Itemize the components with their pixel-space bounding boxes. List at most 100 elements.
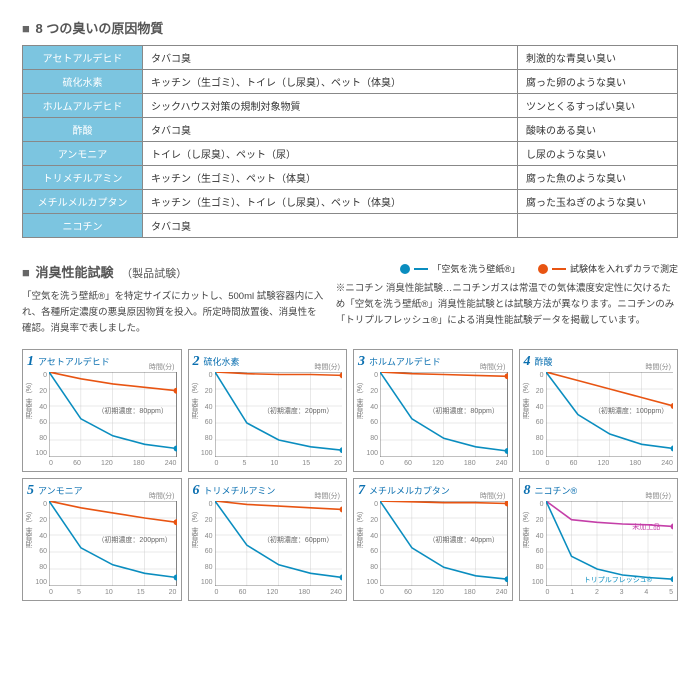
odor-smell: 腐った玉ねぎのような臭い <box>518 190 678 214</box>
section1-title-text: 8 つの臭いの原因物質 <box>35 21 163 36</box>
odor-source: トイレ（し尿臭）、ペット（尿） <box>143 142 518 166</box>
charts-grid: 1アセトアルデヒド消臭率（%）時間(分)020406080100（初期濃度：80… <box>22 349 678 601</box>
chart-annotation: トリプルフレッシュ® <box>584 575 652 585</box>
y-ticks: 020406080100 <box>366 501 378 586</box>
odor-name: アセトアルデヒド <box>23 46 143 70</box>
y-axis: 消臭率（%） <box>522 501 532 596</box>
y-ticks: 020406080100 <box>366 372 378 457</box>
y-axis-label: 消臭率（%） <box>191 378 201 419</box>
legend-red-label: 試験体を入れずカラで測定 <box>570 262 678 275</box>
table-row: アセトアルデヒドタバコ臭刺激的な青臭い臭い <box>23 46 678 70</box>
chart-2: 2硫化水素消臭率（%）時間(分)020406080100（初期濃度：20ppm）… <box>188 349 348 472</box>
chart-5: 5 アンモニア消臭率（%） 時間(分)020406080100（初期濃度：200pp… <box>22 478 182 601</box>
y-ticks: 020406080100 <box>532 372 544 457</box>
chart-number: 8 <box>524 483 531 499</box>
chart-name: 硫化水素 <box>204 355 240 368</box>
odor-smell: 刺激的な青臭い臭い <box>518 46 678 70</box>
initial-concentration: （初期濃度：40ppm） <box>428 535 498 545</box>
square-bullet-icon: ■ <box>22 265 30 280</box>
table-row: ニコチンタバコ臭 <box>23 214 678 238</box>
chart-number: 1 <box>27 354 34 370</box>
legend-blue-line-icon <box>414 268 428 270</box>
square-bullet-icon: ■ <box>22 21 30 36</box>
y-axis-label: 消臭率（%） <box>25 507 35 548</box>
odor-name: 酢酸 <box>23 118 143 142</box>
chart-name: ホルムアルデヒド <box>369 355 441 368</box>
x-ticks: 05101520 <box>215 460 343 467</box>
plot-area: 時間(分)020406080100未加工品トリプルフレッシュ®012345 <box>546 501 674 586</box>
legend-blue: 「空気を洗う壁紙®」 <box>400 262 520 275</box>
x-axis-label: 時間(分) <box>149 362 175 372</box>
chart-number: 6 <box>193 483 200 499</box>
y-axis: 消臭率（%） <box>356 501 366 596</box>
chart-3: 3ホルムアルデヒド消臭率（%）時間(分)020406080100（初期濃度：80… <box>353 349 513 472</box>
initial-concentration: （初期濃度：20ppm） <box>263 406 333 416</box>
legend-blue-label: 「空気を洗う壁紙®」 <box>432 262 520 275</box>
y-axis-label: 消臭率（%） <box>522 507 532 548</box>
plot-area: 時間(分)020406080100（初期濃度：80ppm）06012018024… <box>380 372 508 457</box>
chart-6: 6トリメチルアミン消臭率（%）時間(分)020406080100（初期濃度：60… <box>188 478 348 601</box>
x-axis-label: 時間(分) <box>480 491 506 501</box>
y-axis-label: 消臭率（%） <box>191 507 201 548</box>
initial-concentration: （初期濃度：80ppm） <box>97 406 167 416</box>
chart-8: 8ニコチン®消臭率（%）時間(分)020406080100未加工品トリプルフレッ… <box>519 478 679 601</box>
section2-subtitle: （製品試験） <box>121 268 187 280</box>
odor-smell: 酸味のある臭い <box>518 118 678 142</box>
initial-concentration: （初期濃度：80ppm） <box>428 406 498 416</box>
x-axis-label: 時間(分) <box>645 362 671 372</box>
plot-area: 時間(分)020406080100（初期濃度：200ppm）05101520 <box>49 501 177 586</box>
plot-area: 時間(分)020406080100（初期濃度：40ppm）06012018024… <box>380 501 508 586</box>
chart-number: 5 <box>27 483 34 499</box>
odor-name: ホルムアルデヒド <box>23 94 143 118</box>
x-axis-label: 時間(分) <box>314 491 340 501</box>
legend-blue-dot-icon <box>400 264 410 274</box>
x-axis-label: 時間(分) <box>645 491 671 501</box>
y-ticks: 020406080100 <box>35 372 47 457</box>
chart-name: メチルメルカプタン <box>369 484 450 497</box>
x-axis-label: 時間(分) <box>314 362 340 372</box>
chart-name: アセトアルデヒド <box>38 355 110 368</box>
chart-7: 7メチルメルカプタン消臭率（%）時間(分)020406080100（初期濃度：4… <box>353 478 513 601</box>
plot-area: 時間(分)020406080100（初期濃度：80ppm）06012018024… <box>49 372 177 457</box>
y-axis: 消臭率（%） <box>25 372 35 467</box>
x-ticks: 060120180240 <box>546 460 674 467</box>
chart-4: 4酢酸消臭率（%）時間(分)020406080100（初期濃度：100ppm）0… <box>519 349 679 472</box>
x-ticks: 060120180240 <box>215 589 343 596</box>
odor-smell: 腐った魚のような臭い <box>518 166 678 190</box>
y-axis-label: 消臭率（%） <box>25 378 35 419</box>
odor-name: アンモニア <box>23 142 143 166</box>
odor-name: 硫化水素 <box>23 70 143 94</box>
section1-title: ■ 8 つの臭いの原因物質 <box>22 18 678 37</box>
desc-right: ※ニコチン 消臭性能試験…ニコチンガスは常温での気体濃度安定性に欠けるため「空気… <box>336 281 678 329</box>
chart-annotation: 未加工品 <box>632 522 660 532</box>
chart-name: アンモニア <box>38 484 83 497</box>
x-ticks: 05101520 <box>49 589 177 596</box>
odor-source: キッチン（生ゴミ）、トイレ（し尿臭）、ペット（体臭） <box>143 70 518 94</box>
y-axis: 消臭率（%） <box>522 372 532 467</box>
x-ticks: 060120180240 <box>380 460 508 467</box>
y-axis-label: 消臭率（%） <box>356 507 366 548</box>
initial-concentration: （初期濃度：200ppm） <box>97 535 171 545</box>
section2-title-text: 消臭性能試験 <box>35 265 113 280</box>
y-axis: 消臭率（%） <box>25 501 35 596</box>
y-axis-label: 消臭率（%） <box>356 378 366 419</box>
y-axis-label: 消臭率（%） <box>522 378 532 419</box>
chart-name: 酢酸 <box>535 355 553 368</box>
y-ticks: 020406080100 <box>201 501 213 586</box>
y-ticks: 020406080100 <box>532 501 544 586</box>
odor-source: タバコ臭 <box>143 46 518 70</box>
table-row: トリメチルアミンキッチン（生ゴミ）、ペット（体臭）腐った魚のような臭い <box>23 166 678 190</box>
odor-smell <box>518 214 678 238</box>
odor-name: ニコチン <box>23 214 143 238</box>
table-row: 酢酸タバコ臭酸味のある臭い <box>23 118 678 142</box>
table-row: アンモニアトイレ（し尿臭）、ペット（尿）し尿のような臭い <box>23 142 678 166</box>
chart-name: トリメチルアミン <box>204 484 276 497</box>
odor-source: キッチン（生ゴミ）、ペット（体臭） <box>143 166 518 190</box>
odor-source: タバコ臭 <box>143 214 518 238</box>
odor-name: トリメチルアミン <box>23 166 143 190</box>
legend-red-dot-icon <box>538 264 548 274</box>
x-ticks: 060120180240 <box>380 589 508 596</box>
odor-source: キッチン（生ゴミ）、トイレ（し尿臭）、ペット（体臭） <box>143 190 518 214</box>
y-ticks: 020406080100 <box>201 372 213 457</box>
y-axis: 消臭率（%） <box>356 372 366 467</box>
